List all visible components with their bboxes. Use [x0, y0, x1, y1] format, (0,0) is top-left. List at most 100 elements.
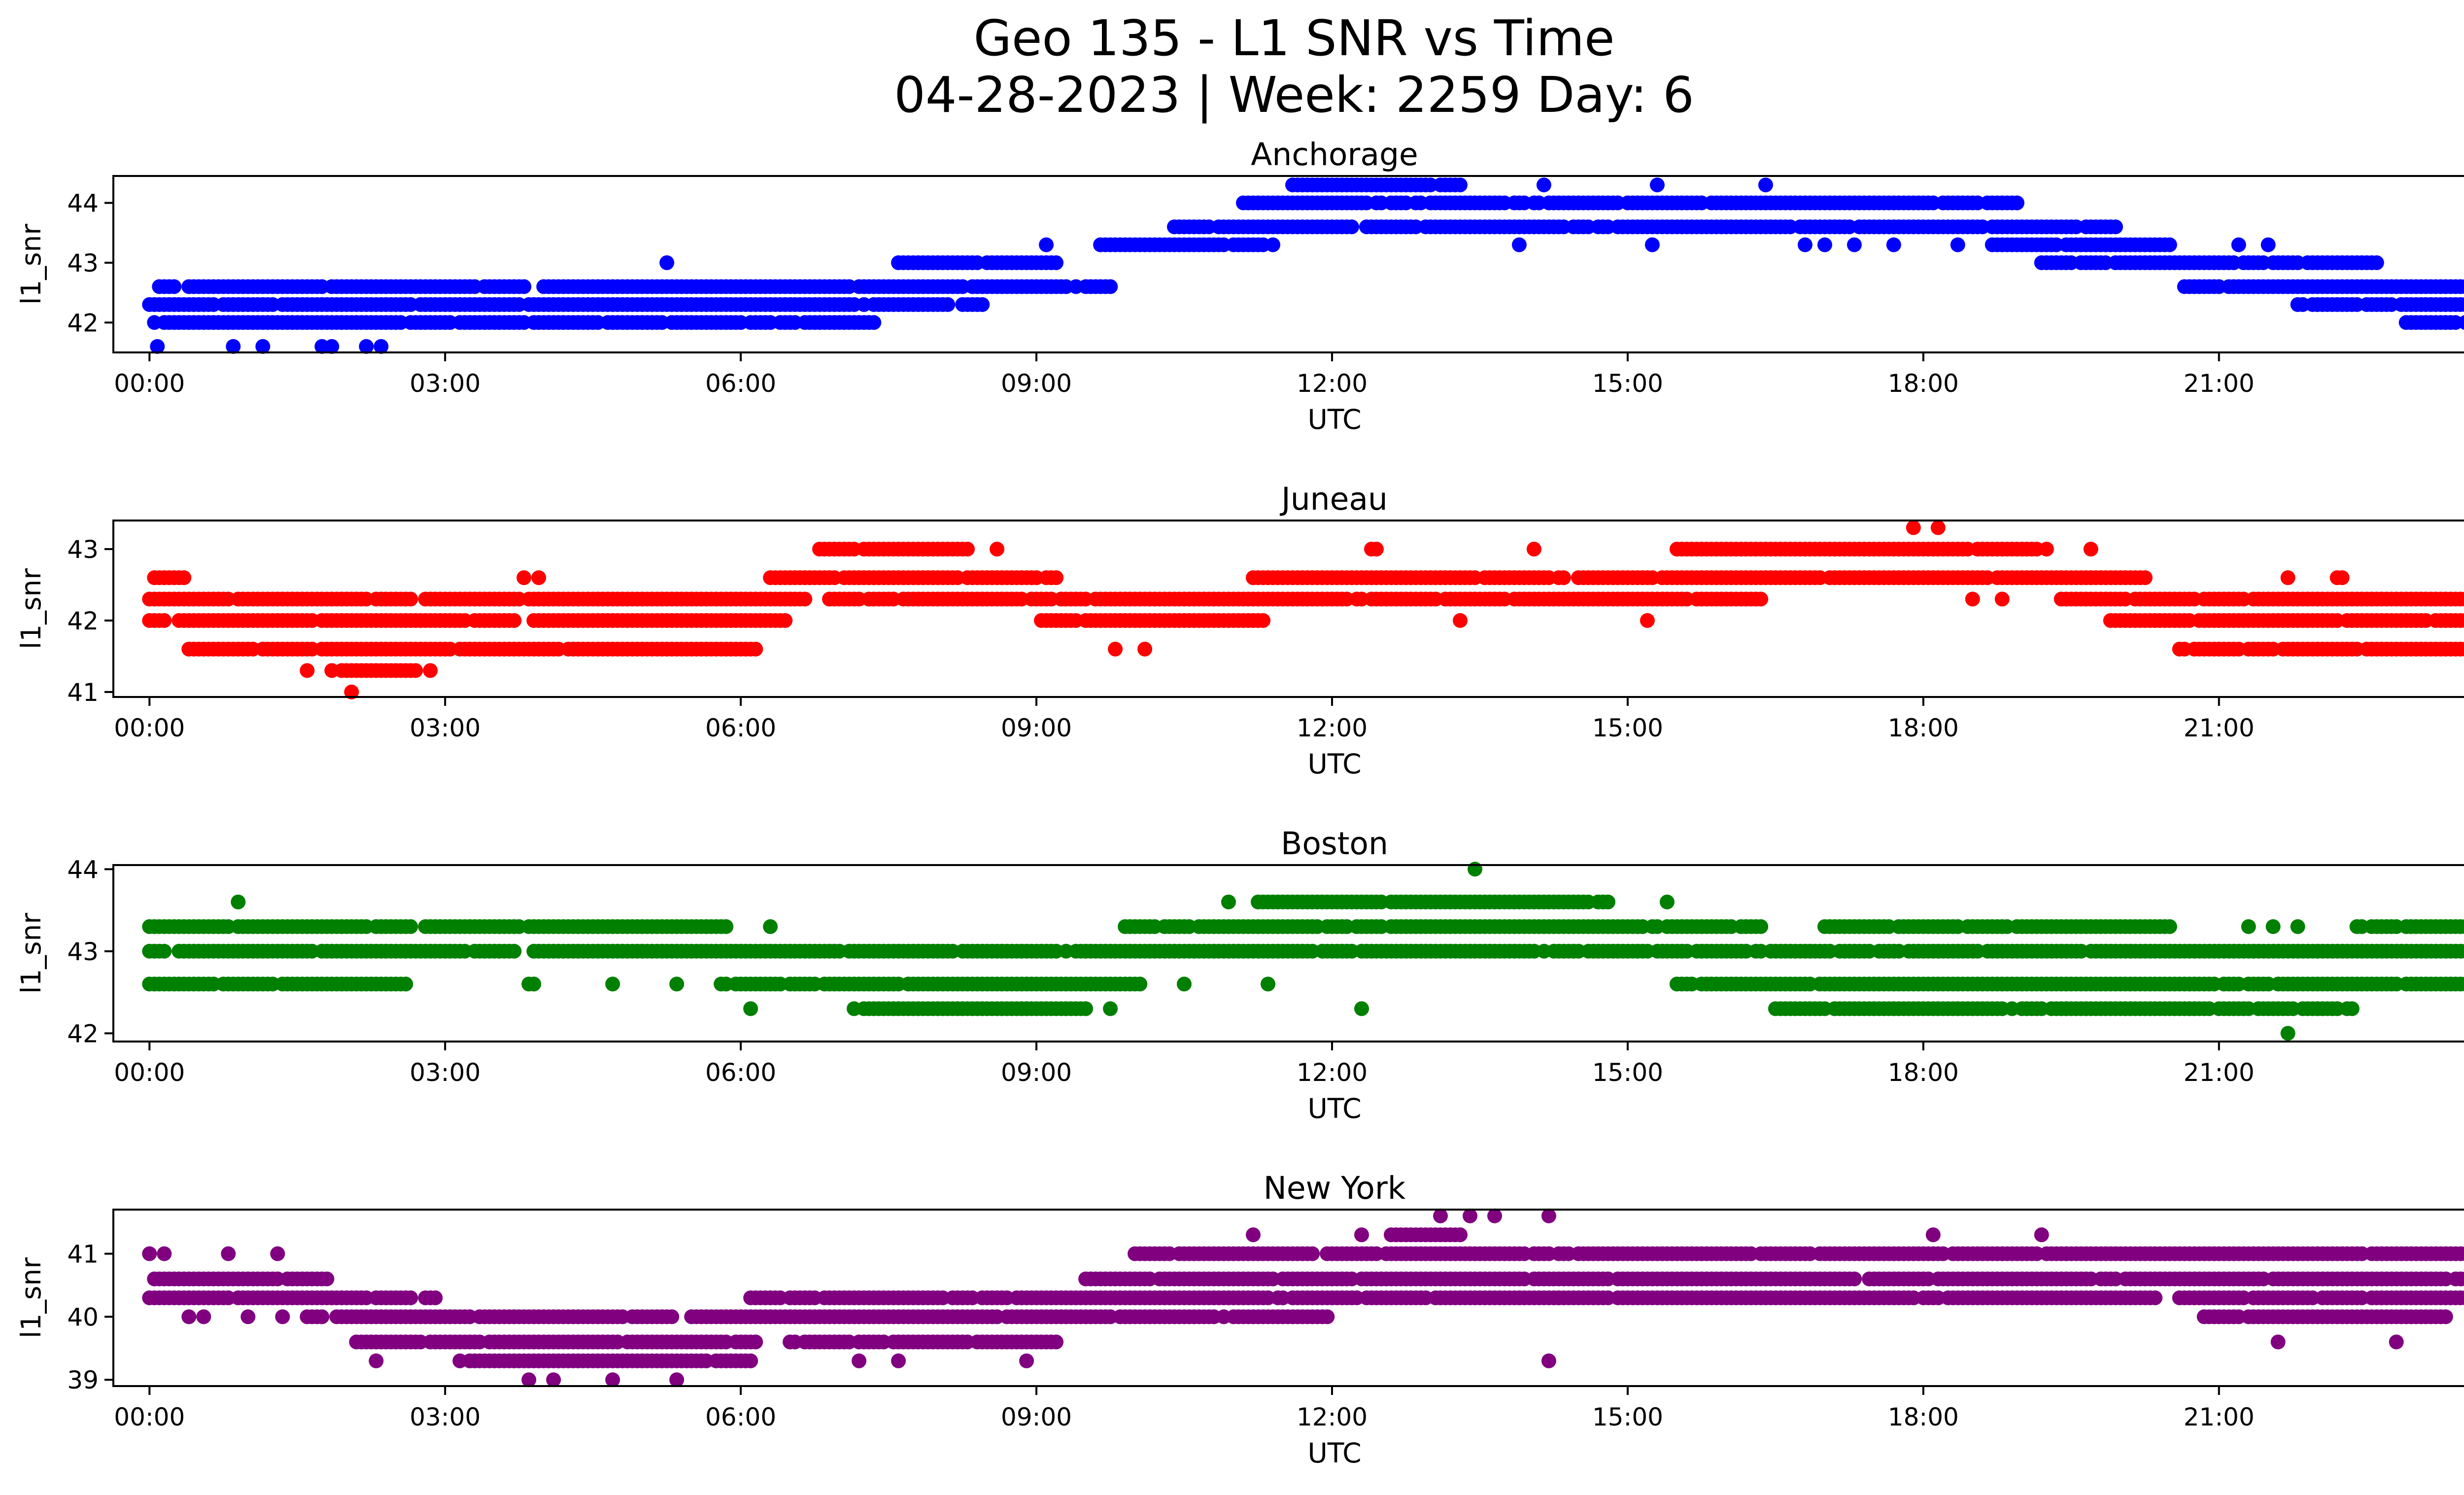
x-tick-label: 15:00 — [1592, 714, 1663, 742]
y-axis-label: l1_snr — [15, 568, 47, 649]
data-point — [2280, 1026, 2295, 1041]
x-tick-label: 12:00 — [1297, 714, 1368, 742]
data-point — [1994, 591, 2010, 607]
data-point — [2162, 919, 2177, 934]
x-tick-label: 03:00 — [410, 1058, 480, 1087]
data-point — [1659, 894, 1675, 909]
data-point — [428, 1290, 443, 1305]
y-tick-label: 42 — [67, 607, 99, 635]
y-tick-label: 43 — [67, 249, 99, 278]
x-tick-label: 18:00 — [1888, 369, 1959, 398]
data-point — [975, 297, 990, 312]
data-point — [743, 1353, 758, 1368]
data-point — [2108, 219, 2123, 235]
data-point — [2458, 591, 2464, 607]
data-point — [1320, 1309, 1335, 1324]
data-point — [1556, 570, 1571, 585]
y-tick-label: 43 — [67, 535, 99, 564]
data-point — [403, 1290, 418, 1305]
data-point — [659, 255, 675, 270]
data-point — [1177, 976, 1192, 992]
x-tick-label: 09:00 — [1001, 369, 1072, 398]
data-point — [1536, 177, 1551, 193]
data-point — [1078, 1001, 1094, 1016]
y-axis-label: l1_snr — [15, 224, 47, 305]
y-tick-label: 44 — [67, 189, 99, 218]
data-point — [1103, 1001, 1118, 1016]
y-tick-label: 41 — [67, 678, 99, 707]
x-tick-label: 06:00 — [705, 714, 776, 742]
data-point — [2463, 300, 2464, 309]
y-axis-label: l1_snr — [15, 913, 47, 994]
data-point — [1221, 894, 1236, 909]
data-point — [2463, 1294, 2464, 1302]
data-point — [1049, 570, 1064, 585]
data-point — [1817, 237, 1832, 252]
data-point — [1511, 237, 1527, 252]
plot-frame — [112, 864, 2464, 1043]
x-tick-label: 21:00 — [2184, 714, 2255, 742]
data-point — [2458, 919, 2464, 934]
data-point — [2231, 237, 2246, 252]
data-point — [1103, 279, 1118, 294]
data-point — [2463, 617, 2464, 625]
data-point — [1453, 613, 1468, 628]
data-point — [763, 919, 778, 934]
data-point — [1369, 542, 1384, 556]
x-tick-label: 18:00 — [1888, 714, 1959, 742]
data-point — [403, 591, 418, 607]
data-point — [2010, 195, 2024, 210]
data-point — [1137, 641, 1153, 657]
data-point — [255, 339, 271, 354]
data-point — [866, 315, 882, 330]
data-point — [531, 570, 547, 585]
x-tick-label: 09:00 — [1001, 714, 1072, 742]
data-point — [1965, 591, 1980, 607]
x-tick-label: 21:00 — [2184, 1058, 2255, 1087]
y-tick-label: 43 — [67, 938, 99, 966]
data-point — [507, 613, 522, 628]
data-point — [2463, 318, 2464, 327]
data-point — [157, 613, 172, 628]
data-point — [1649, 177, 1665, 193]
data-point — [2083, 542, 2098, 556]
x-tick-label: 12:00 — [1297, 1058, 1368, 1087]
data-point — [300, 663, 315, 678]
data-point — [157, 943, 172, 959]
data-point — [1344, 219, 1359, 235]
x-tick-label: 15:00 — [1592, 369, 1663, 398]
data-point — [1758, 177, 1773, 193]
data-point — [359, 339, 374, 354]
data-point — [2148, 1290, 2163, 1305]
data-point — [2162, 237, 2177, 252]
data-point — [1453, 177, 1468, 193]
data-point — [2344, 1001, 2360, 1016]
data-point — [403, 919, 418, 934]
data-point — [748, 641, 763, 657]
x-tick-label: 21:00 — [2184, 369, 2255, 398]
data-point — [2241, 919, 2256, 934]
data-points — [142, 862, 2464, 1041]
data-point — [1526, 542, 1541, 556]
data-point — [2039, 542, 2054, 556]
y-tick-label: 42 — [67, 309, 99, 337]
data-point — [605, 976, 620, 992]
data-point — [2463, 922, 2464, 931]
data-point — [1950, 237, 1965, 252]
data-point — [2458, 613, 2464, 628]
figure-title-line2: 04-28-2023 | Week: 2259 Day: 6 — [894, 66, 1694, 124]
subplot-title: Juneau — [1279, 481, 1388, 517]
data-point — [2458, 944, 2464, 959]
data-point — [669, 976, 684, 992]
data-point — [1847, 237, 1862, 252]
data-point — [2458, 297, 2464, 312]
x-axis-label: UTC — [1307, 404, 1361, 435]
data-point — [748, 1334, 763, 1350]
data-point — [1644, 237, 1660, 252]
data-point — [2290, 919, 2305, 934]
x-tick-label: 12:00 — [1297, 369, 1368, 398]
